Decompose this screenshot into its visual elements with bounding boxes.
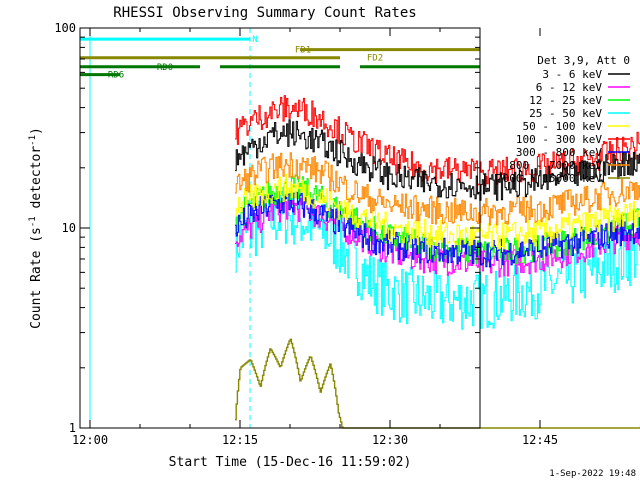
state-label-rd6: RD6 — [108, 71, 124, 81]
legend-label-25-50-kev: 25 - 50 keV — [529, 107, 602, 120]
state-label-fd2: FD2 — [367, 54, 383, 64]
series-50-100-kev — [235, 173, 640, 250]
state-label-n: N — [252, 35, 257, 45]
y-axis: 1 10 100 — [54, 21, 480, 435]
y-axis-label: Count Rate (s-1 detector-1) — [28, 127, 44, 329]
state-label-fd1: FD1 — [295, 46, 311, 56]
state-bars: N FD1 FD2 RD0 RD6 — [80, 35, 480, 81]
x-tick-label-12-45: 12:45 — [522, 433, 558, 447]
x-axis-label: Start Time (15-Dec-16 11:59:02) — [169, 455, 412, 470]
series-800-7000-kev — [235, 152, 640, 226]
legend-label-6-12-kev: 6 - 12 keV — [536, 81, 603, 94]
series-3-6-kev — [235, 119, 640, 201]
legend-label-12-25-kev: 12 - 25 keV — [529, 94, 602, 107]
x-tick-label-12-30: 12:30 — [372, 433, 408, 447]
y-tick-label-1: 1 — [69, 421, 76, 435]
y-axis-label-main: Count Rate (s — [29, 227, 44, 329]
y-axis-label-close: ) — [29, 127, 44, 135]
legend-label-800-7000-kev: 800 - 7000 keV — [509, 159, 602, 172]
series-line-300-800-kev — [235, 191, 640, 268]
timestamp: 1-Sep-2022 19:48 — [549, 469, 636, 479]
x-tick-label-12-15: 12:15 — [222, 433, 258, 447]
series-line-25-50-kev — [235, 190, 640, 330]
series-line-50-100-kev — [235, 173, 640, 250]
state-label-rd0: RD0 — [157, 63, 173, 73]
legend-label-3-6-kev: 3 - 6 keV — [542, 68, 602, 81]
series-25-50-kev — [235, 190, 640, 330]
plot-area: N FD1 FD2 RD0 RD6 — [80, 28, 640, 429]
series-7000-15000-kev — [235, 338, 640, 429]
series-line-3-6-kev — [235, 119, 640, 201]
legend-label-300-800-kev: 300 - 800 keV — [516, 146, 602, 159]
legend-label-7000-15000-kev: 7000 - 15000 keV — [496, 172, 602, 185]
chart-title: RHESSI Observing Summary Count Rates — [113, 5, 416, 21]
legend-label-100-300-kev: 100 - 300 keV — [516, 133, 602, 146]
legend-label-50-100-kev: 50 - 100 keV — [523, 120, 603, 133]
y-axis-label-sup: -1 — [28, 216, 38, 227]
series-300-800-kev — [235, 191, 640, 268]
series-line-800-7000-kev — [235, 152, 640, 226]
legend-title: Det 3,9, Att 0 — [537, 54, 630, 67]
y-axis-label-sup2: -1 — [28, 135, 38, 146]
series-line-7000-15000-kev — [235, 338, 640, 429]
x-tick-label-12-00: 12:00 — [72, 433, 108, 447]
y-tick-label-100: 100 — [54, 21, 76, 35]
y-tick-label-10: 10 — [62, 221, 76, 235]
y-axis-label-tail: detector — [29, 146, 44, 217]
